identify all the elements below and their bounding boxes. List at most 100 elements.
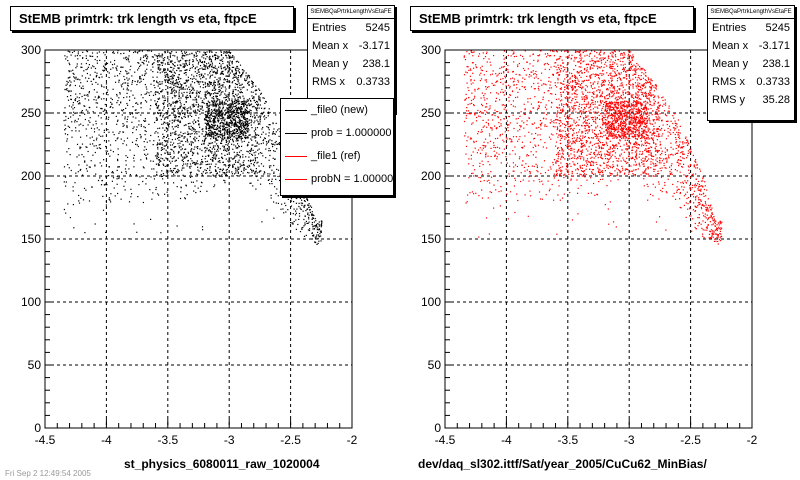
right-data-point	[465, 132, 467, 134]
left-data-point	[211, 97, 213, 99]
right-data-point	[639, 79, 641, 81]
left-data-point	[228, 115, 230, 117]
left-data-point	[159, 69, 161, 71]
left-data-point	[163, 159, 165, 161]
right-data-point	[519, 115, 521, 117]
right-data-point	[635, 65, 637, 67]
left-data-point	[213, 118, 215, 120]
left-data-point	[203, 119, 206, 121]
right-data-point	[607, 89, 609, 91]
right-data-point	[616, 168, 618, 170]
right-data-point	[692, 193, 694, 195]
left-data-point	[170, 162, 172, 164]
left-data-point	[213, 157, 215, 159]
left-data-point	[223, 172, 225, 174]
left-data-point	[229, 68, 231, 70]
left-data-point	[275, 122, 277, 124]
left-data-point	[242, 102, 244, 105]
left-data-point	[145, 157, 147, 159]
left-data-point	[191, 86, 193, 88]
left-data-point	[171, 88, 173, 90]
left-data-point	[94, 96, 96, 98]
left-data-point	[86, 146, 88, 148]
left-data-point	[158, 97, 161, 99]
left-data-point	[208, 65, 210, 67]
left-data-point	[81, 110, 83, 112]
left-data-point	[159, 72, 161, 74]
left-data-point	[139, 78, 141, 80]
left-data-point	[214, 84, 216, 87]
left-data-point	[235, 69, 237, 71]
right-data-point	[573, 107, 575, 109]
left-data-point	[156, 119, 158, 121]
left-data-point	[240, 125, 242, 128]
left-data-point	[225, 52, 227, 54]
left-data-point	[108, 131, 110, 133]
left-data-point	[236, 116, 238, 118]
right-data-point	[613, 147, 615, 149]
left-data-point	[247, 144, 249, 146]
left-data-point	[209, 121, 211, 123]
left-data-point	[180, 88, 182, 90]
left-data-point	[235, 123, 237, 125]
left-data-point	[255, 89, 257, 91]
left-data-point	[209, 115, 211, 117]
right-data-point	[689, 148, 691, 151]
left-data-point	[236, 102, 238, 104]
right-data-point	[592, 103, 594, 106]
right-data-point	[622, 94, 624, 96]
left-data-point	[263, 173, 265, 175]
left-data-point	[235, 102, 237, 104]
left-data-point	[250, 147, 253, 149]
left-data-point	[179, 107, 181, 109]
left-data-point	[66, 138, 68, 140]
left-data-point	[133, 51, 135, 54]
left-data-point	[171, 97, 174, 99]
left-data-point	[254, 171, 257, 173]
left-data-point	[202, 229, 204, 231]
left-data-point	[167, 61, 169, 63]
left-data-point	[208, 117, 210, 119]
left-data-point	[229, 52, 231, 54]
right-data-point	[527, 68, 529, 70]
left-data-point	[198, 74, 200, 76]
right-data-point	[596, 94, 598, 96]
right-data-point	[557, 147, 559, 149]
left-data-point	[267, 141, 270, 143]
left-data-point	[249, 152, 251, 154]
left-data-point	[98, 129, 100, 131]
right-data-point	[607, 55, 610, 57]
right-data-point	[506, 162, 508, 164]
right-data-point	[607, 137, 609, 139]
left-data-point	[311, 213, 313, 215]
right-data-point	[635, 69, 637, 71]
left-data-point	[210, 83, 212, 85]
left-data-point	[211, 64, 213, 66]
right-data-point	[583, 174, 585, 176]
left-data-point	[193, 123, 195, 125]
left-data-point	[245, 112, 247, 114]
left-data-point	[263, 116, 265, 118]
right-data-point	[464, 59, 467, 61]
left-data-point	[85, 146, 87, 148]
left-data-point	[290, 198, 293, 200]
left-data-point	[173, 114, 175, 116]
left-data-point	[111, 171, 114, 173]
left-data-point	[185, 63, 187, 65]
right-data-point	[574, 87, 576, 89]
left-data-point	[234, 88, 236, 91]
left-data-point	[193, 75, 195, 77]
right-data-point	[633, 135, 635, 137]
left-data-point	[247, 123, 249, 125]
left-data-point	[105, 204, 107, 206]
left-data-point	[229, 115, 231, 117]
left-data-point	[228, 108, 230, 110]
left-data-point	[201, 100, 204, 102]
left-data-point	[74, 77, 76, 79]
left-data-point	[191, 129, 193, 131]
left-data-point	[170, 141, 172, 143]
left-data-point	[156, 171, 158, 173]
right-data-point	[640, 67, 642, 69]
right-data-point	[620, 132, 622, 134]
right-data-point	[612, 68, 614, 70]
